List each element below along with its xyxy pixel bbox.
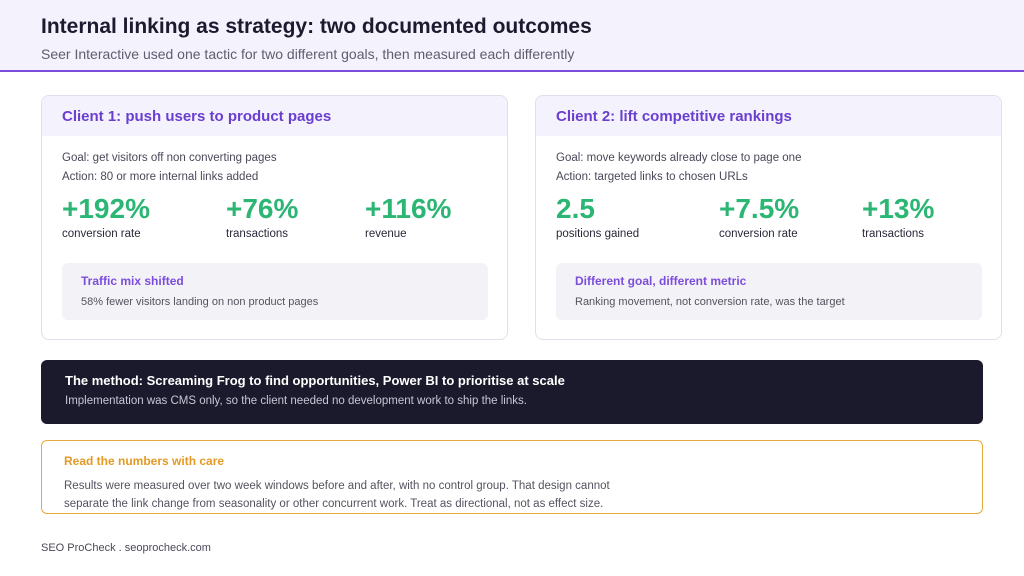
stat-revenue: +116% revenue (365, 193, 451, 240)
method-title: The method: Screaming Frog to find oppor… (65, 373, 565, 388)
stat-value: +76% (226, 193, 299, 224)
stat-value: 2.5 (556, 193, 595, 224)
page-title: Internal linking as strategy: two docume… (41, 15, 592, 38)
stat-label: conversion rate (719, 228, 798, 240)
callout-text: 58% fewer visitors landing on non produc… (81, 296, 319, 308)
stat-transactions: +76% transactions (226, 193, 298, 240)
stat-conversion-rate: +192% conversion rate (62, 193, 150, 240)
method-banner: The method: Screaming Frog to find oppor… (41, 360, 983, 424)
caution-line: separate the link change from seasonalit… (64, 498, 604, 510)
page-header: Internal linking as strategy: two docume… (0, 0, 1024, 72)
client-2-card: Client 2: lift competitive rankings Goal… (535, 95, 1002, 340)
stat-value: +192% (62, 193, 150, 224)
stat-label: conversion rate (62, 228, 141, 240)
callout-title: Traffic mix shifted (81, 274, 184, 288)
callout-title: Different goal, different metric (575, 274, 747, 288)
caution-title: Read the numbers with care (64, 454, 225, 468)
stat-conversion-rate: +7.5% conversion rate (719, 193, 799, 240)
card-description: Goal: get visitors off non converting pa… (62, 149, 277, 187)
action-line: Action: targeted links to chosen URLs (556, 171, 748, 183)
method-text: Implementation was CMS only, so the clie… (65, 395, 527, 407)
stat-value: +116% (365, 193, 452, 224)
goal-line: Goal: move keywords already close to pag… (556, 152, 802, 164)
stat-label: transactions (862, 228, 925, 240)
stat-label: transactions (226, 228, 289, 240)
different-goal-callout: Different goal, different metric Ranking… (556, 263, 982, 320)
stat-transactions: +13% transactions (862, 193, 934, 240)
card-title: Client 2: lift competitive rankings (556, 107, 792, 125)
stat-label: positions gained (556, 228, 640, 240)
card-header: Client 2: lift competitive rankings (536, 96, 1001, 136)
card-description: Goal: move keywords already close to pag… (556, 149, 801, 187)
client-1-card: Client 1: push users to product pages Go… (41, 95, 508, 340)
stat-value: +13% (862, 193, 935, 224)
traffic-mix-callout: Traffic mix shifted 58% fewer visitors l… (62, 263, 488, 320)
page-subtitle: Seer Interactive used one tactic for two… (41, 46, 575, 62)
stat-value: +7.5% (719, 193, 800, 224)
goal-line: Goal: get visitors off non converting pa… (62, 152, 277, 164)
callout-text: Ranking movement, not conversion rate, w… (575, 296, 845, 308)
card-title: Client 1: push users to product pages (62, 107, 332, 125)
stat-positions-gained: 2.5 positions gained (556, 193, 639, 240)
caution-box: Read the numbers with care Results were … (41, 440, 983, 514)
action-line: Action: 80 or more internal links added (62, 171, 259, 183)
stat-label: revenue (365, 228, 407, 240)
card-header: Client 1: push users to product pages (42, 96, 507, 136)
caution-line: Results were measured over two week wind… (64, 480, 610, 492)
footer-credit: SEO ProCheck . seoprocheck.com (41, 542, 211, 554)
caution-text: Results were measured over two week wind… (64, 477, 960, 513)
